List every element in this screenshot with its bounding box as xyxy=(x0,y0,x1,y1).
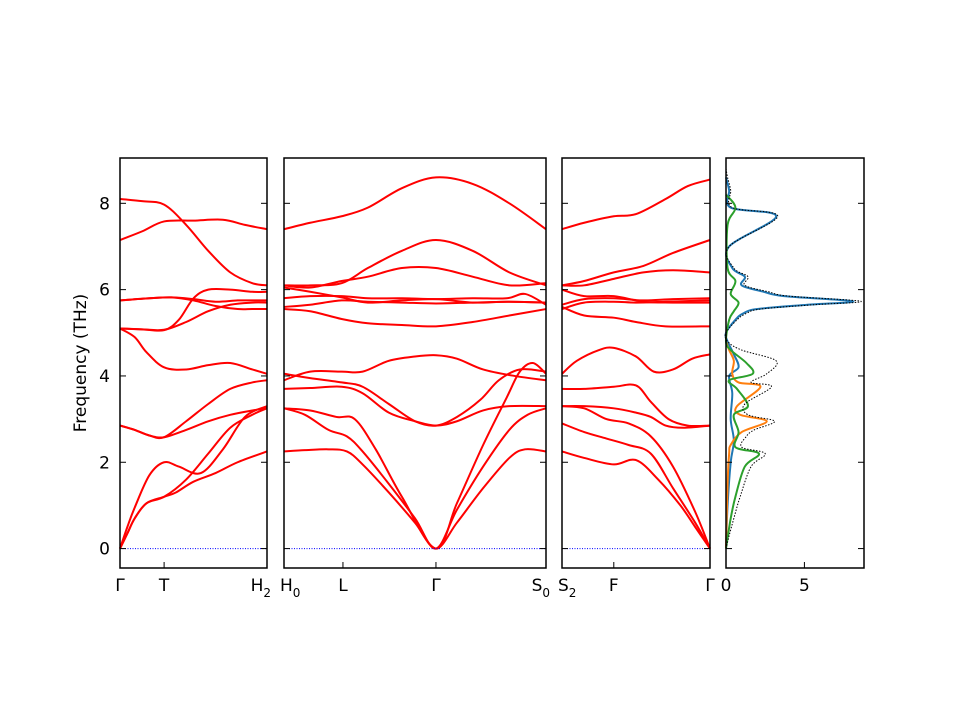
band-panel-1-qpoint-label-1: T xyxy=(158,576,170,596)
dos-curves xyxy=(724,168,862,549)
band-panel-2-band-5 xyxy=(283,368,547,427)
band-panel-1-band-5 xyxy=(119,379,268,440)
y-tick-label-0: 0 xyxy=(99,540,110,560)
band-panel-1-qpoint-label-0: Γ xyxy=(115,576,125,596)
y-tick-label-2: 4 xyxy=(99,367,110,387)
band-panel-3-qpoint-label-0: S2 xyxy=(558,576,576,600)
band-panel-3-band-4 xyxy=(561,405,711,429)
band-panel-2-qpoint-label-0: H0 xyxy=(280,576,300,600)
y-tick-label-1: 2 xyxy=(99,453,110,473)
band-panel-1-band-10 xyxy=(119,296,267,311)
y-tick-label-4: 8 xyxy=(99,194,110,214)
dos-series-1 xyxy=(724,177,855,549)
band-panel-1-band-12 xyxy=(119,198,268,287)
dos-x-tick-label-1: 5 xyxy=(799,576,810,596)
band-panel-3-band-13 xyxy=(561,178,711,231)
band-panel-3-bands xyxy=(561,178,711,550)
band-panel-2-qpoint-label-2: Γ xyxy=(431,576,441,596)
band-panel-2-band-1 xyxy=(283,448,547,550)
band-panel-3-qpoint-label-2: Γ xyxy=(705,576,715,596)
band-panel-3-band-5 xyxy=(561,383,711,428)
band-panel-1-qpoint-label-2: H2 xyxy=(251,576,271,600)
dos-series-2 xyxy=(725,341,768,549)
band-panel-1-band-6 xyxy=(119,327,268,375)
band-panel-3-band-1 xyxy=(561,450,711,550)
band-panel-1-band-2 xyxy=(119,407,268,550)
band-panel-2-frame xyxy=(283,157,547,569)
band-panel-2-band-12 xyxy=(283,238,547,287)
band-panel-3-band-3 xyxy=(561,405,711,549)
dos-series-3 xyxy=(724,194,760,549)
band-panel-1-qpoint-subscript-2: 2 xyxy=(263,586,271,600)
band-panel-3-band-11 xyxy=(561,269,711,287)
y-axis-label: Frequency (THz) xyxy=(71,294,91,433)
band-panel-2-band-4 xyxy=(283,385,547,427)
band-panel-2-band-3 xyxy=(283,361,547,550)
band-panel-3-band-12 xyxy=(561,239,711,287)
y-tick-label-3: 6 xyxy=(99,281,110,301)
band-panel-3-band-2 xyxy=(561,422,711,550)
dos-total xyxy=(724,168,862,549)
band-panel-1-bands xyxy=(119,198,268,550)
band-panel-2-qpoint-label-3: S0 xyxy=(532,576,550,600)
band-panel-3-band-7 xyxy=(561,305,711,328)
band-panel-2-band-2 xyxy=(283,407,547,550)
band-panel-3-frame xyxy=(561,157,711,569)
band-panel-3-band-6 xyxy=(561,346,711,375)
band-panel-1-band-8 xyxy=(119,301,268,332)
band-panel-3-qpoint-subscript-0: 2 xyxy=(569,586,577,600)
band-panel-1-band-3 xyxy=(119,405,268,549)
band-panel-3-qpoint-label-1: F xyxy=(609,576,619,596)
band-panel-2-qpoint-subscript-3: 0 xyxy=(542,586,550,600)
band-panel-2-qpoint-label-1: L xyxy=(338,576,348,596)
band-panel-1-frame xyxy=(119,157,268,569)
band-panel-2-bands xyxy=(283,176,547,550)
band-panel-2-band-7 xyxy=(283,308,547,328)
band-panel-2-band-13 xyxy=(283,176,547,231)
dos-panel-frame xyxy=(725,157,865,569)
dos-x-tick-label-0: 0 xyxy=(721,576,732,596)
band-panel-1-band-1 xyxy=(119,450,268,550)
band-panel-2-band-6 xyxy=(283,354,547,382)
band-panel-1-band-11 xyxy=(119,218,268,241)
band-panel-2-qpoint-subscript-0: 0 xyxy=(293,586,301,600)
band-panel-3-band-10 xyxy=(561,288,711,304)
band-panel-2-band-10 xyxy=(283,286,547,304)
